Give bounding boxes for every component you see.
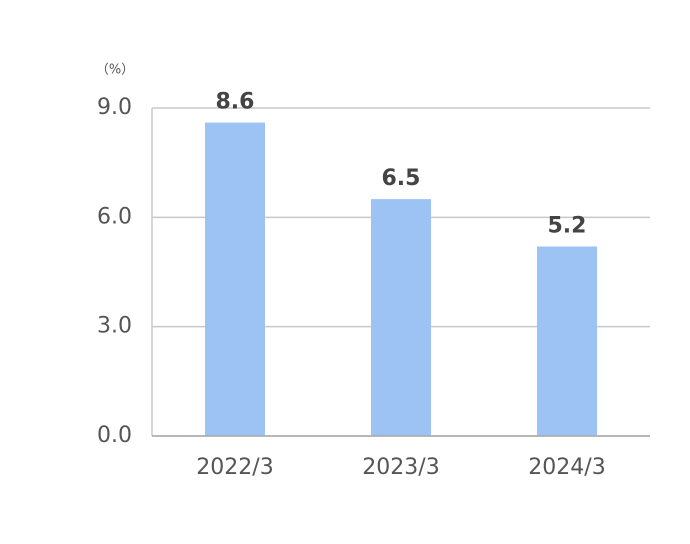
x-tick-label: 2024/3 bbox=[528, 455, 605, 480]
value-label: 5.2 bbox=[548, 213, 587, 238]
y-tick-label: 3.0 bbox=[97, 314, 132, 339]
y-tick-label: 9.0 bbox=[97, 95, 132, 120]
y-tick-label: 0.0 bbox=[97, 423, 132, 448]
y-axis-unit: （%） bbox=[96, 63, 134, 78]
bar bbox=[537, 246, 597, 436]
y-tick-label: 6.0 bbox=[97, 204, 132, 229]
value-label: 8.6 bbox=[216, 90, 255, 115]
value-label: 6.5 bbox=[382, 166, 421, 191]
bar bbox=[371, 199, 431, 436]
bar bbox=[205, 122, 265, 437]
x-tick-label: 2023/3 bbox=[362, 455, 439, 480]
x-tick-label: 2022/3 bbox=[196, 455, 273, 480]
